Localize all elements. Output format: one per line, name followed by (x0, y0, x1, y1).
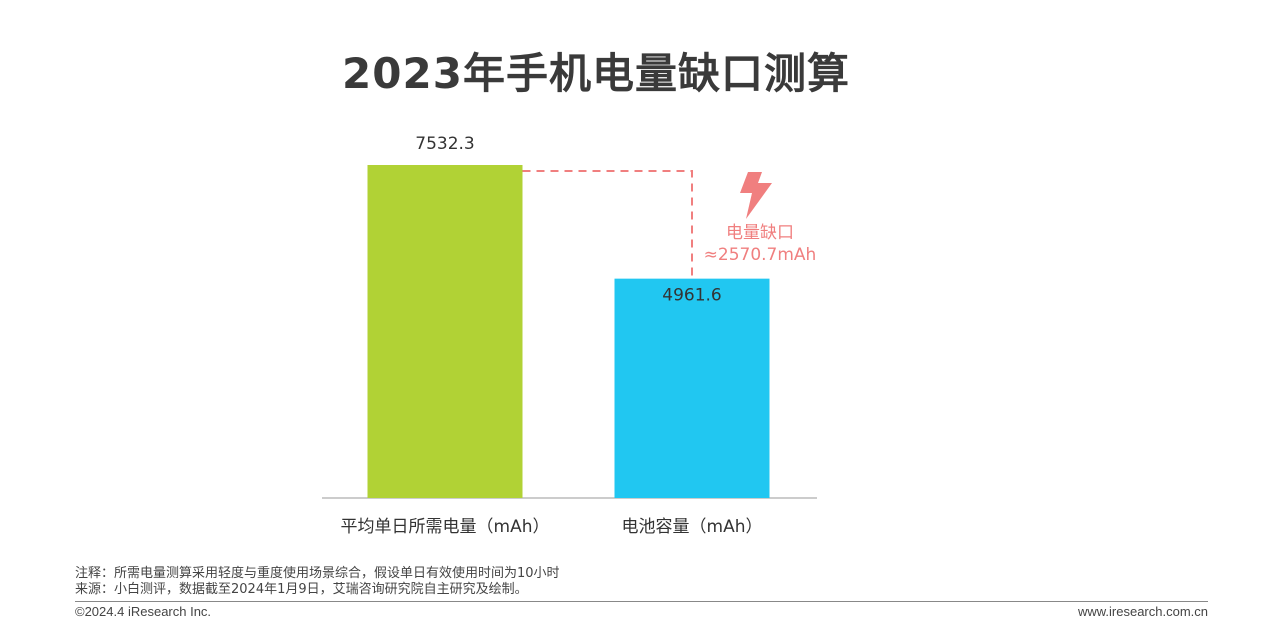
data-label-daily-required-power: 7532.3 (415, 134, 474, 154)
bar-daily-required-power (367, 165, 523, 498)
data-label-battery-capacity: 4961.6 (662, 286, 721, 306)
note-text: 注释：所需电量测算采用轻度与重度使用场景综合，假设单日有效使用时间为10小时 (75, 566, 560, 581)
notes-block: 注释：所需电量测算采用轻度与重度使用场景综合，假设单日有效使用时间为10小时 来… (75, 566, 560, 598)
footer-divider (75, 601, 1208, 602)
category-label-battery-capacity: 电池容量（mAh） (622, 517, 763, 537)
website-link[interactable]: www.iresearch.com.cn (1077, 604, 1208, 619)
gap-annotation-value: ≈2570.7mAh (704, 245, 817, 265)
bar-battery-capacity (614, 278, 770, 498)
category-label-daily-required-power: 平均单日所需电量（mAh） (341, 517, 550, 537)
copyright-text: ©2024.4 iResearch Inc. (75, 604, 212, 619)
chart-title: 2023年手机电量缺口测算 (342, 49, 850, 98)
gap-dashed-line (522, 170, 693, 279)
gap-annotation-label: 电量缺口 (726, 223, 794, 243)
source-text: 来源：小白测评，数据截至2024年1月9日，艾瑞咨询研究院自主研究及绘制。 (75, 582, 528, 597)
lightning-icon (740, 172, 772, 219)
